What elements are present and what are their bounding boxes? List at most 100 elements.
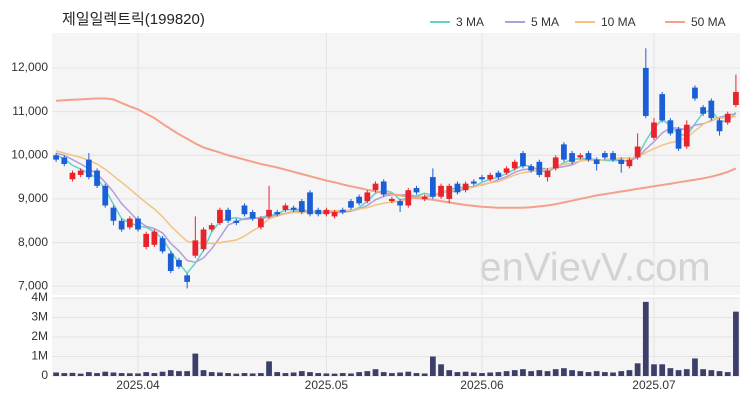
volume-bar bbox=[569, 370, 575, 376]
volume-bar bbox=[192, 353, 199, 376]
candle-body bbox=[569, 153, 575, 162]
volume-bar bbox=[733, 311, 739, 376]
candle-body bbox=[683, 124, 690, 147]
candle-body bbox=[85, 159, 92, 178]
volume-bar bbox=[225, 373, 231, 376]
candle-body bbox=[126, 218, 133, 228]
volume-bar bbox=[307, 372, 313, 376]
price-panel bbox=[52, 33, 740, 295]
candle-body bbox=[225, 209, 231, 221]
volume-bar bbox=[159, 371, 166, 376]
candle-body bbox=[716, 120, 723, 132]
candle-body bbox=[307, 192, 313, 215]
volume-bar bbox=[298, 371, 305, 376]
candle-body bbox=[577, 155, 584, 158]
volume-bar bbox=[241, 373, 248, 376]
volume-bar bbox=[85, 372, 92, 376]
candle-body bbox=[290, 207, 297, 210]
volume-bar bbox=[331, 373, 338, 376]
candle-body bbox=[364, 192, 371, 202]
candle-body bbox=[372, 183, 379, 191]
candle-body bbox=[176, 260, 182, 267]
candle-body bbox=[184, 275, 191, 282]
candle-body bbox=[53, 155, 59, 160]
volume-bar bbox=[102, 371, 109, 376]
candle-body bbox=[200, 229, 207, 250]
y-tick-label: 8,000 bbox=[18, 235, 48, 249]
volume-bar bbox=[503, 371, 510, 376]
volume-bar bbox=[151, 373, 158, 376]
volume-bar bbox=[700, 369, 707, 376]
volume-bar bbox=[577, 371, 584, 376]
volume-bar bbox=[61, 373, 68, 376]
legend-label: 5 MA bbox=[531, 15, 559, 29]
volume-bar bbox=[274, 372, 281, 376]
ma-line bbox=[56, 97, 737, 209]
candle-body bbox=[102, 185, 109, 206]
volume-bar bbox=[724, 372, 731, 376]
candle-body bbox=[692, 87, 698, 99]
volume-bar bbox=[208, 372, 215, 376]
x-tick-label: 2025.06 bbox=[460, 378, 504, 392]
candle-body bbox=[561, 144, 567, 160]
candle-body bbox=[274, 212, 281, 215]
volume-bar bbox=[528, 371, 535, 376]
volume-bar bbox=[135, 373, 141, 376]
candle-body bbox=[733, 91, 739, 106]
volume-bar bbox=[200, 370, 207, 376]
candle-body bbox=[724, 113, 731, 123]
candle-body bbox=[118, 220, 125, 230]
volume-bar bbox=[692, 358, 698, 376]
candle-body bbox=[536, 161, 543, 175]
volume-bar bbox=[167, 370, 174, 376]
volume-bar bbox=[176, 371, 182, 376]
volume-tick-label: 1M bbox=[31, 349, 48, 363]
volume-bar bbox=[389, 373, 395, 376]
volume-bar bbox=[561, 368, 567, 376]
candle-body bbox=[380, 181, 387, 195]
volume-bar bbox=[323, 373, 330, 376]
candle-body bbox=[217, 209, 223, 223]
candle-body bbox=[667, 120, 674, 134]
candle-body bbox=[487, 174, 494, 180]
x-tick-label: 2025.05 bbox=[305, 378, 349, 392]
candle-body bbox=[429, 177, 436, 197]
candle-body bbox=[77, 170, 84, 175]
candle-body bbox=[651, 122, 657, 138]
candle-body bbox=[356, 196, 363, 204]
volume-bar bbox=[651, 364, 657, 376]
volume-bar bbox=[69, 372, 76, 376]
volume-bar bbox=[53, 372, 59, 376]
candle-body bbox=[626, 159, 633, 167]
legend-label: 50 MA bbox=[691, 15, 726, 29]
volume-bar bbox=[421, 373, 428, 376]
volume-bar bbox=[438, 364, 444, 376]
candle-body bbox=[331, 212, 338, 217]
candle-body bbox=[323, 209, 330, 215]
candle-body bbox=[397, 201, 403, 206]
volume-bar bbox=[356, 372, 363, 376]
volume-bar bbox=[601, 372, 608, 376]
legend-label: 3 MA bbox=[456, 15, 484, 29]
volume-bar bbox=[429, 356, 436, 376]
candle-body bbox=[462, 183, 469, 191]
volume-bar bbox=[511, 370, 518, 376]
y-tick-label: 7,000 bbox=[18, 278, 48, 292]
candle-body bbox=[593, 159, 600, 164]
candle-body bbox=[315, 209, 322, 215]
candle-body bbox=[348, 201, 354, 208]
watermark: enVievV.com bbox=[479, 246, 710, 290]
candle-body bbox=[470, 181, 477, 184]
legend-label: 10 MA bbox=[601, 15, 636, 29]
candle-body bbox=[552, 157, 559, 169]
volume-bar bbox=[552, 369, 559, 376]
y-tick-label: 11,000 bbox=[12, 104, 48, 118]
candle-body bbox=[339, 209, 346, 213]
volume-bar bbox=[217, 372, 223, 376]
volume-bar bbox=[118, 373, 125, 376]
volume-tick-label: 0 bbox=[41, 368, 48, 382]
candle-body bbox=[61, 157, 68, 164]
volume-bar bbox=[479, 373, 485, 376]
volume-bar bbox=[667, 368, 674, 376]
candle-body bbox=[233, 220, 240, 223]
